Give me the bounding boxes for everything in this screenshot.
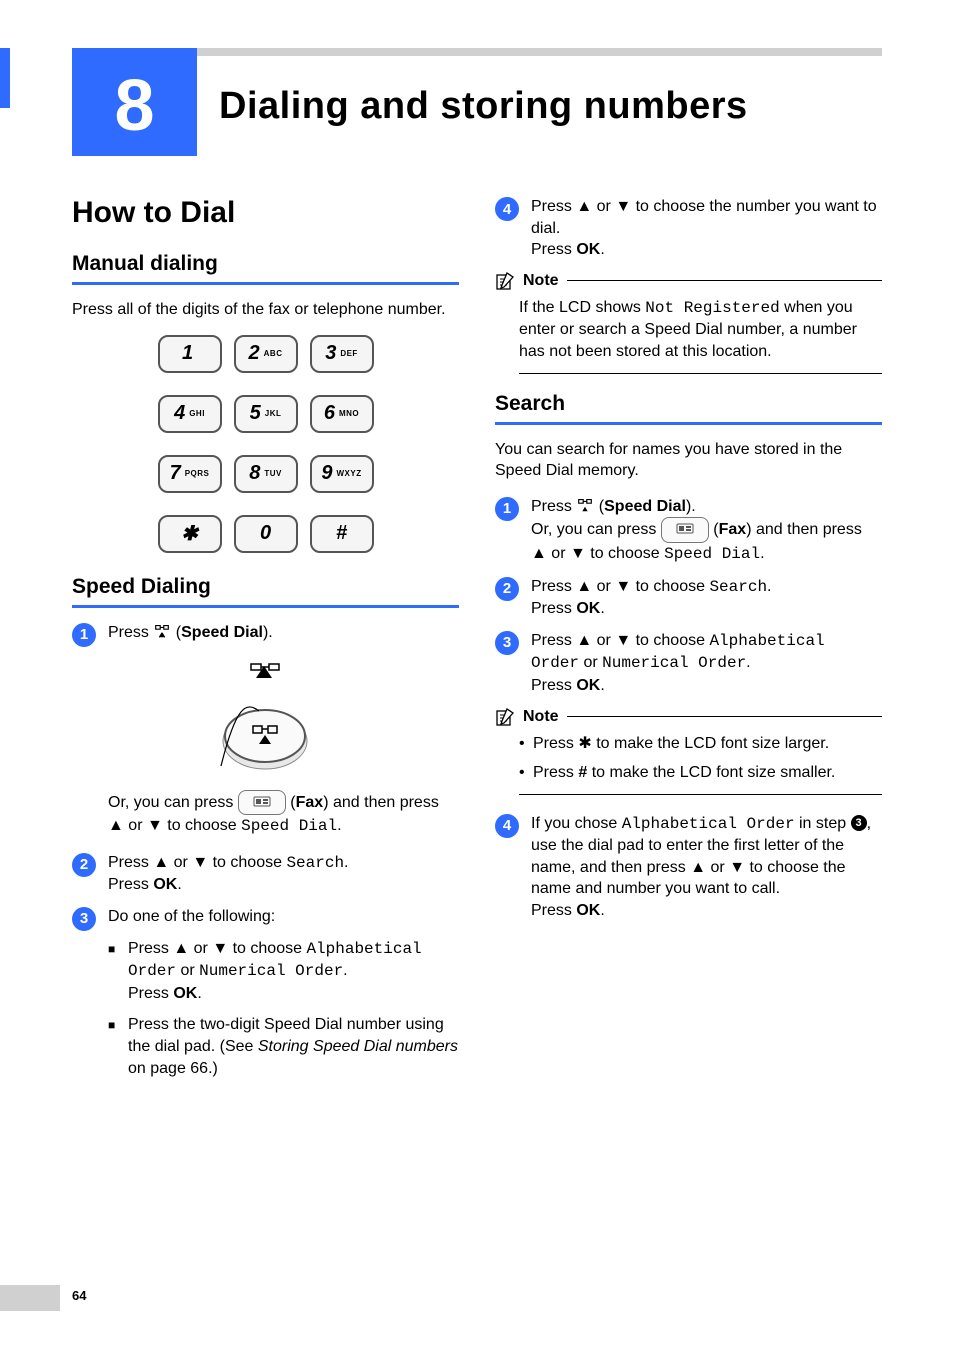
speed-dial-icon bbox=[576, 496, 594, 514]
key-1: 1 bbox=[158, 335, 222, 373]
speed-step-1-alt: Or, you can press (Fax) and then press ▲… bbox=[72, 790, 459, 838]
key-6: 6MNO bbox=[310, 395, 374, 433]
note-icon bbox=[495, 271, 515, 291]
note-item-star: Press ✱ to make the LCD font size larger… bbox=[519, 733, 882, 755]
speed-step-4: 4 Press ▲ or ▼ to choose the number you … bbox=[495, 196, 882, 261]
page-number-tab bbox=[0, 1285, 60, 1311]
section-how-to-dial: How to Dial bbox=[72, 196, 459, 230]
note-not-registered: Note If the LCD shows Not Registered whe… bbox=[495, 271, 882, 374]
note-label: Note bbox=[523, 708, 559, 726]
option-a: Press ▲ or ▼ to choose Alphabetical Orde… bbox=[126, 938, 459, 1005]
search-intro: You can search for names you have stored… bbox=[495, 439, 882, 482]
note-font-size: Note Press ✱ to make the LCD font size l… bbox=[495, 707, 882, 795]
speed-step-1: 1 Press (Speed Dial). bbox=[72, 622, 459, 646]
option-b: Press the two-digit Speed Dial number us… bbox=[126, 1014, 459, 1079]
step-badge-3: 3 bbox=[495, 631, 519, 655]
step-badge-1: 1 bbox=[495, 497, 519, 521]
key-0: 0 bbox=[234, 515, 298, 553]
right-column: 4 Press ▲ or ▼ to choose the number you … bbox=[495, 196, 882, 1261]
step-badge-4: 4 bbox=[495, 197, 519, 221]
speed-dial-label: Speed Dial bbox=[181, 624, 263, 641]
step-badge-2: 2 bbox=[72, 853, 96, 877]
note-item-hash: Press # to make the LCD font size smalle… bbox=[519, 762, 882, 784]
note-body: If the LCD shows Not Registered when you… bbox=[495, 291, 882, 363]
left-column: How to Dial Manual dialing Press all of … bbox=[72, 196, 459, 1261]
step-ref-3: 3 bbox=[851, 815, 867, 831]
chapter-header: 8 Dialing and storing numbers bbox=[72, 56, 882, 156]
note-rule bbox=[567, 280, 882, 281]
key-7: 7PQRS bbox=[158, 455, 222, 493]
chapter-number: 8 bbox=[72, 56, 197, 156]
search-step-3: 3 Press ▲ or ▼ to choose Alphabetical Or… bbox=[495, 630, 882, 697]
key-star: ✱ bbox=[158, 515, 222, 553]
two-column-layout: How to Dial Manual dialing Press all of … bbox=[72, 196, 882, 1261]
manual-dialing-intro: Press all of the digits of the fax or te… bbox=[72, 299, 459, 321]
key-2: 2ABC bbox=[234, 335, 298, 373]
search-step-4: 4 If you chose Alphabetical Order in ste… bbox=[495, 813, 882, 922]
chapter-title: Dialing and storing numbers bbox=[197, 56, 882, 156]
speed-dial-icon bbox=[153, 622, 171, 640]
speed-step-3: 3 Do one of the following: Press ▲ or ▼ … bbox=[72, 906, 459, 1089]
fax-key-icon bbox=[661, 517, 709, 543]
speed-dial-button-illustration bbox=[201, 656, 331, 776]
page-number: 64 bbox=[72, 1288, 86, 1303]
text: Do one of the following: bbox=[108, 908, 275, 925]
key-3: 3DEF bbox=[310, 335, 374, 373]
key-8: 8TUV bbox=[234, 455, 298, 493]
note-label: Note bbox=[523, 272, 559, 290]
step-badge-4: 4 bbox=[495, 814, 519, 838]
key-hash: # bbox=[310, 515, 374, 553]
manual-page: 8 Dialing and storing numbers How to Dia… bbox=[0, 0, 954, 1351]
subsection-search: Search bbox=[495, 392, 882, 425]
search-step-2: 2 Press ▲ or ▼ to choose Search. Press O… bbox=[495, 576, 882, 620]
key-5: 5JKL bbox=[234, 395, 298, 433]
key-4: 4GHI bbox=[158, 395, 222, 433]
subsection-manual-dialing: Manual dialing bbox=[72, 252, 459, 285]
subsection-speed-dialing: Speed Dialing bbox=[72, 575, 459, 608]
step-badge-2: 2 bbox=[495, 577, 519, 601]
text: Press bbox=[108, 624, 153, 641]
fax-key-icon bbox=[238, 790, 286, 816]
key-9: 9WXYZ bbox=[310, 455, 374, 493]
speed-step-2: 2 Press ▲ or ▼ to choose Search. Press O… bbox=[72, 852, 459, 896]
dial-keypad: 1 2ABC 3DEF 4GHI 5JKL 6MNO 7PQRS 8TUV 9W… bbox=[72, 335, 459, 553]
step-badge-1: 1 bbox=[72, 623, 96, 647]
chapter-top-rule bbox=[72, 48, 882, 56]
search-step-1: 1 Press (Speed Dial). Or, you can press … bbox=[495, 496, 882, 566]
side-tab bbox=[0, 48, 10, 108]
step-badge-3: 3 bbox=[72, 907, 96, 931]
note-icon bbox=[495, 707, 515, 727]
